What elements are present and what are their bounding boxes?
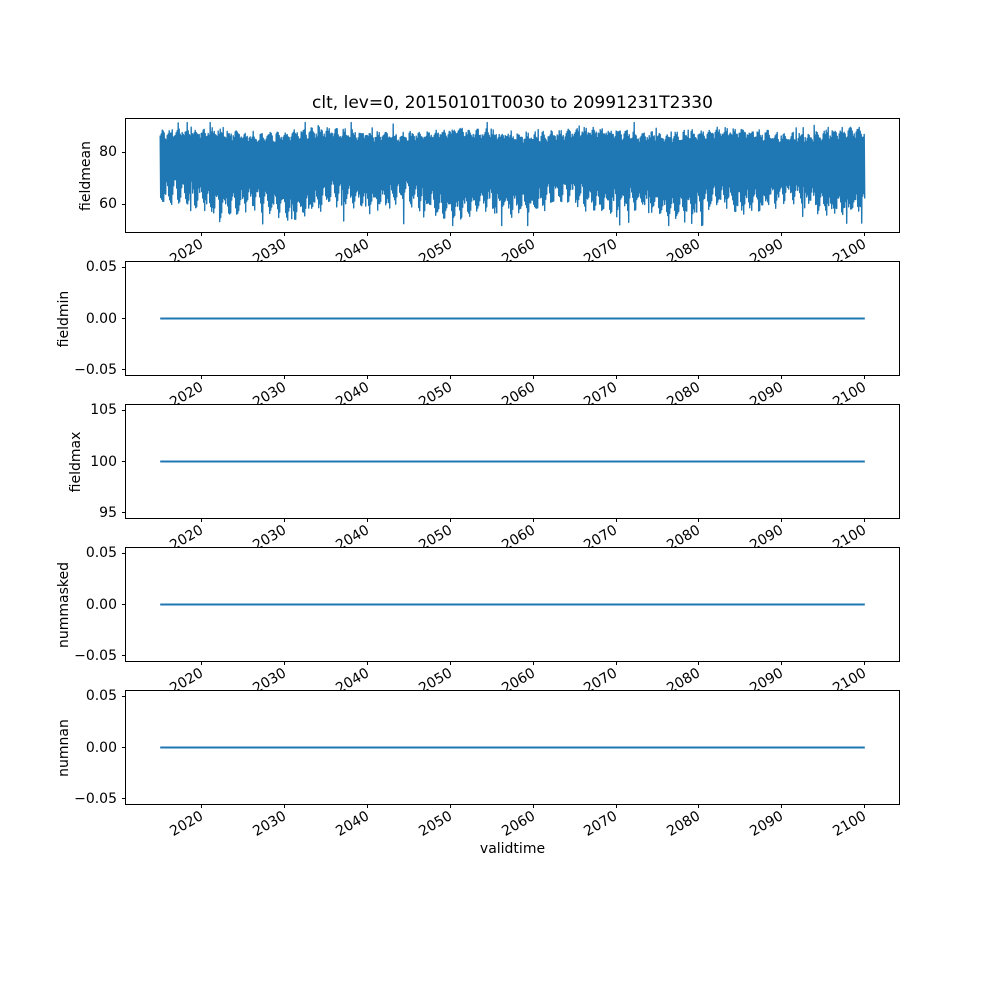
x-tick-label: 2080 xyxy=(664,808,704,840)
y-tick-label: 60 xyxy=(99,196,117,213)
x-axis-label: validtime xyxy=(479,841,546,857)
y-tick xyxy=(122,318,126,319)
x-tick xyxy=(698,661,700,665)
x-tick xyxy=(781,661,783,665)
y-tick-label: −0.05 xyxy=(74,361,117,378)
x-tick-label: 2030 xyxy=(250,808,290,840)
x-tick-label: 2040 xyxy=(333,808,372,840)
x-tick xyxy=(532,804,534,808)
x-tick xyxy=(366,375,368,379)
y-axis-label: fieldmean xyxy=(78,140,94,211)
y-tick xyxy=(122,266,126,268)
x-tick xyxy=(449,661,451,665)
x-tick xyxy=(449,804,451,808)
x-tick xyxy=(781,375,783,379)
y-tick xyxy=(122,203,126,205)
subplot-fieldmean: fieldmean 80 60 2020 2030 2040 2050 2060 2070 20… xyxy=(78,118,900,268)
x-tick xyxy=(615,661,617,665)
x-tick-label: 2100 xyxy=(830,808,870,840)
x-tick xyxy=(698,232,700,236)
y-tick-label: 0.05 xyxy=(85,259,117,276)
x-tick xyxy=(366,232,368,236)
x-tick xyxy=(864,232,866,236)
x-tick xyxy=(615,518,617,522)
x-tick xyxy=(781,518,783,522)
x-tick xyxy=(284,661,286,665)
data-line-svg xyxy=(160,746,865,749)
y-tick-label: 0.00 xyxy=(85,739,117,756)
x-tick xyxy=(864,518,866,522)
x-tick xyxy=(532,661,534,665)
y-tick-label: 0.00 xyxy=(85,310,117,327)
x-tick xyxy=(201,232,203,236)
x-tick xyxy=(864,661,866,665)
x-tick xyxy=(284,232,286,236)
x-tick-label: 2090 xyxy=(747,808,787,840)
x-tick xyxy=(201,518,203,522)
y-tick-label: −0.05 xyxy=(74,790,117,807)
x-tick xyxy=(615,375,617,379)
y-tick xyxy=(122,409,126,411)
y-tick xyxy=(122,747,126,748)
x-tick xyxy=(366,518,368,522)
y-tick xyxy=(122,461,126,462)
y-tick xyxy=(122,369,126,371)
x-tick xyxy=(615,804,617,808)
subplot-nummasked: nummasked 0.05 0.00 −0.05 2020 2030 2040 2050 2… xyxy=(56,545,900,697)
data-line-svg xyxy=(159,121,866,227)
y-tick xyxy=(122,552,126,554)
data-line-svg xyxy=(160,603,865,606)
x-tick-label: 2020 xyxy=(167,808,207,840)
x-tick-label: 2060 xyxy=(498,808,538,840)
y-tick-label: 95 xyxy=(99,504,117,521)
x-tick xyxy=(449,232,451,236)
x-tick xyxy=(698,804,700,808)
x-tick-label: 2050 xyxy=(415,808,455,840)
x-tick xyxy=(781,804,783,808)
x-tick xyxy=(284,375,286,379)
y-tick xyxy=(122,604,126,605)
x-tick xyxy=(532,232,534,236)
y-tick xyxy=(122,512,126,514)
y-tick xyxy=(122,798,126,800)
x-tick xyxy=(366,661,368,665)
x-tick xyxy=(615,232,617,236)
subplot-numnan: numnan 0.05 0.00 −0.05 2020 2030 2040 2050 2060… xyxy=(56,688,900,840)
data-line xyxy=(159,121,866,227)
x-tick xyxy=(201,804,203,808)
data-line-svg xyxy=(160,460,865,463)
y-tick xyxy=(122,655,126,657)
x-tick xyxy=(449,375,451,379)
y-tick-label: 0.00 xyxy=(85,596,117,613)
y-tick xyxy=(122,695,126,697)
x-tick xyxy=(532,375,534,379)
x-tick xyxy=(532,518,534,522)
y-tick-label: 100 xyxy=(90,453,117,470)
subplot-fieldmin: fieldmin 0.05 0.00 −0.05 2020 2030 2040 2050 20… xyxy=(56,259,900,411)
x-tick xyxy=(698,518,700,522)
y-tick-label: 80 xyxy=(99,144,117,161)
chart-title: clt, lev=0, 20150101T0030 to 20991231T23… xyxy=(312,93,713,113)
y-tick-label: 0.05 xyxy=(85,545,117,562)
x-tick xyxy=(864,804,866,808)
data-line-svg xyxy=(160,317,865,320)
x-tick xyxy=(449,518,451,522)
x-tick xyxy=(284,518,286,522)
y-tick xyxy=(122,151,126,153)
y-tick-label: 105 xyxy=(90,402,117,419)
x-tick-label: 2070 xyxy=(581,808,621,840)
x-tick xyxy=(201,375,203,379)
y-tick-label: 0.05 xyxy=(85,688,117,705)
x-tick xyxy=(698,375,700,379)
x-tick xyxy=(781,232,783,236)
subplot-fieldmax: fieldmax 105 100 95 2020 2030 2040 2050 2060 207… xyxy=(68,402,900,554)
x-tick xyxy=(864,375,866,379)
x-tick xyxy=(201,661,203,665)
x-tick xyxy=(284,804,286,808)
y-tick-label: −0.05 xyxy=(74,647,117,664)
x-tick xyxy=(366,804,368,808)
